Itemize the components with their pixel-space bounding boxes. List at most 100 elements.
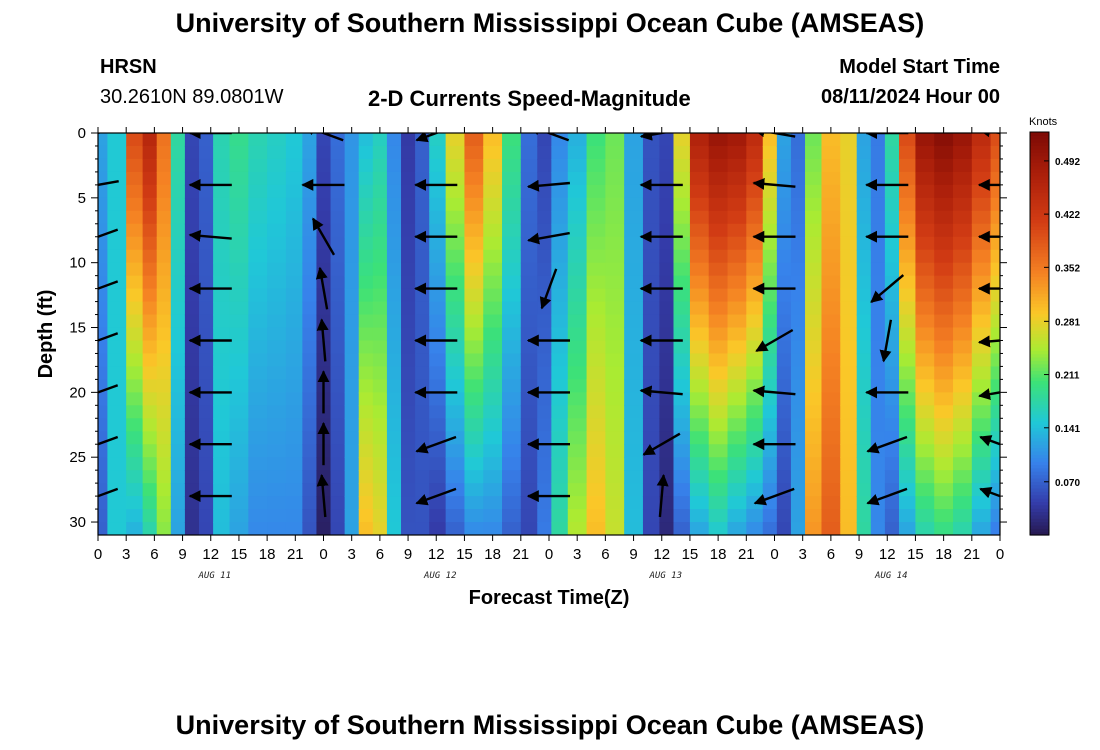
heat-cell	[934, 301, 954, 316]
heat-cell	[156, 249, 172, 264]
heat-cell	[898, 288, 917, 303]
x-tick-label: 12	[879, 546, 896, 563]
heat-cell	[401, 249, 416, 264]
heat-cell	[98, 327, 109, 342]
heat-cell	[624, 275, 644, 290]
heat-cell	[98, 353, 109, 368]
colorbar-segment	[1030, 215, 1049, 220]
heat-cell	[870, 470, 886, 484]
heat-cell	[898, 158, 917, 173]
heat-cell	[821, 522, 842, 535]
heat-cell	[344, 184, 360, 199]
heat-cell	[870, 133, 886, 147]
heat-cell	[624, 509, 644, 523]
heat-cell	[107, 184, 127, 199]
heat-cell	[483, 145, 503, 160]
heat-cell	[358, 145, 374, 160]
heat-cell	[401, 197, 416, 212]
colorbar-segment	[1030, 524, 1049, 529]
heat-cell	[213, 431, 231, 446]
heat-cell	[142, 314, 158, 329]
heat-cell	[624, 327, 644, 342]
heat-cell	[586, 301, 607, 316]
heat-cell	[520, 262, 539, 277]
heat-cell	[673, 470, 691, 484]
heat-cell	[884, 405, 900, 420]
heat-cell	[213, 392, 231, 407]
heat-cell	[990, 392, 1000, 407]
x-tick-label: 9	[404, 546, 412, 563]
heat-cell	[330, 457, 346, 471]
heat-cell	[401, 275, 416, 290]
heat-cell	[642, 405, 661, 420]
heat-cell	[464, 184, 485, 199]
heat-cell	[285, 133, 304, 147]
heat-cell	[184, 210, 200, 225]
heat-cell	[708, 262, 729, 277]
heat-cell	[248, 171, 268, 186]
colorbar-segment	[1030, 424, 1049, 429]
heat-cell	[776, 509, 792, 523]
colorbar-segment	[1030, 437, 1049, 442]
heat-cell	[915, 431, 936, 446]
heat-cell	[464, 522, 485, 535]
heat-cell	[727, 223, 748, 238]
heat-cell	[805, 275, 823, 290]
heat-cell	[520, 158, 539, 173]
heat-cell	[107, 210, 127, 225]
heat-cell	[605, 366, 625, 381]
heat-cell	[483, 133, 503, 147]
heat-cell	[537, 496, 553, 510]
heat-cell	[708, 133, 729, 147]
heat-cell	[821, 353, 842, 368]
heat-cell	[934, 509, 954, 523]
heat-cell	[856, 392, 872, 407]
heat-cell	[98, 262, 109, 277]
heat-cell	[142, 184, 158, 199]
heat-cell	[267, 470, 287, 484]
heat-cell	[170, 275, 186, 290]
heat-cell	[727, 171, 748, 186]
heat-cell	[934, 366, 954, 381]
heat-cell	[358, 158, 374, 173]
current-vector-arrow	[98, 180, 119, 187]
heat-cell	[429, 340, 447, 355]
heat-cell	[624, 197, 644, 212]
current-vector-arrow	[539, 268, 558, 310]
heat-cell	[464, 353, 485, 368]
heat-cell	[372, 470, 388, 484]
heat-cell	[659, 262, 675, 277]
heat-cell	[567, 197, 588, 212]
current-vector-arrow	[866, 487, 908, 506]
heat-cell	[401, 431, 416, 446]
heat-cell	[776, 210, 792, 225]
heat-cell	[445, 418, 466, 433]
colorbar-segment	[1030, 320, 1049, 325]
heat-cell	[170, 522, 186, 535]
heat-cell	[401, 288, 416, 303]
heat-cell	[805, 236, 823, 251]
heat-cell	[520, 133, 539, 147]
heat-cell	[344, 483, 360, 497]
heat-cell	[267, 301, 287, 316]
heat-cell	[537, 340, 553, 355]
heat-cell	[708, 483, 729, 497]
heat-cell	[567, 133, 588, 147]
heat-cell	[934, 314, 954, 329]
heat-cell	[642, 327, 661, 342]
heat-cell	[344, 249, 360, 264]
heat-cell	[213, 275, 231, 290]
heat-cell	[884, 496, 900, 510]
heat-cell	[107, 392, 127, 407]
colorbar-segment	[1030, 427, 1049, 432]
heat-cell	[107, 470, 127, 484]
heat-cell	[971, 457, 992, 471]
heat-cell	[520, 301, 539, 316]
heat-cell	[870, 340, 886, 355]
colorbar-segment	[1030, 273, 1049, 278]
heat-cell	[746, 353, 764, 368]
heat-cell	[884, 353, 900, 368]
colorbar-segment	[1030, 286, 1049, 291]
current-vector-arrow	[302, 133, 344, 142]
colorbar-segment	[1030, 132, 1049, 136]
